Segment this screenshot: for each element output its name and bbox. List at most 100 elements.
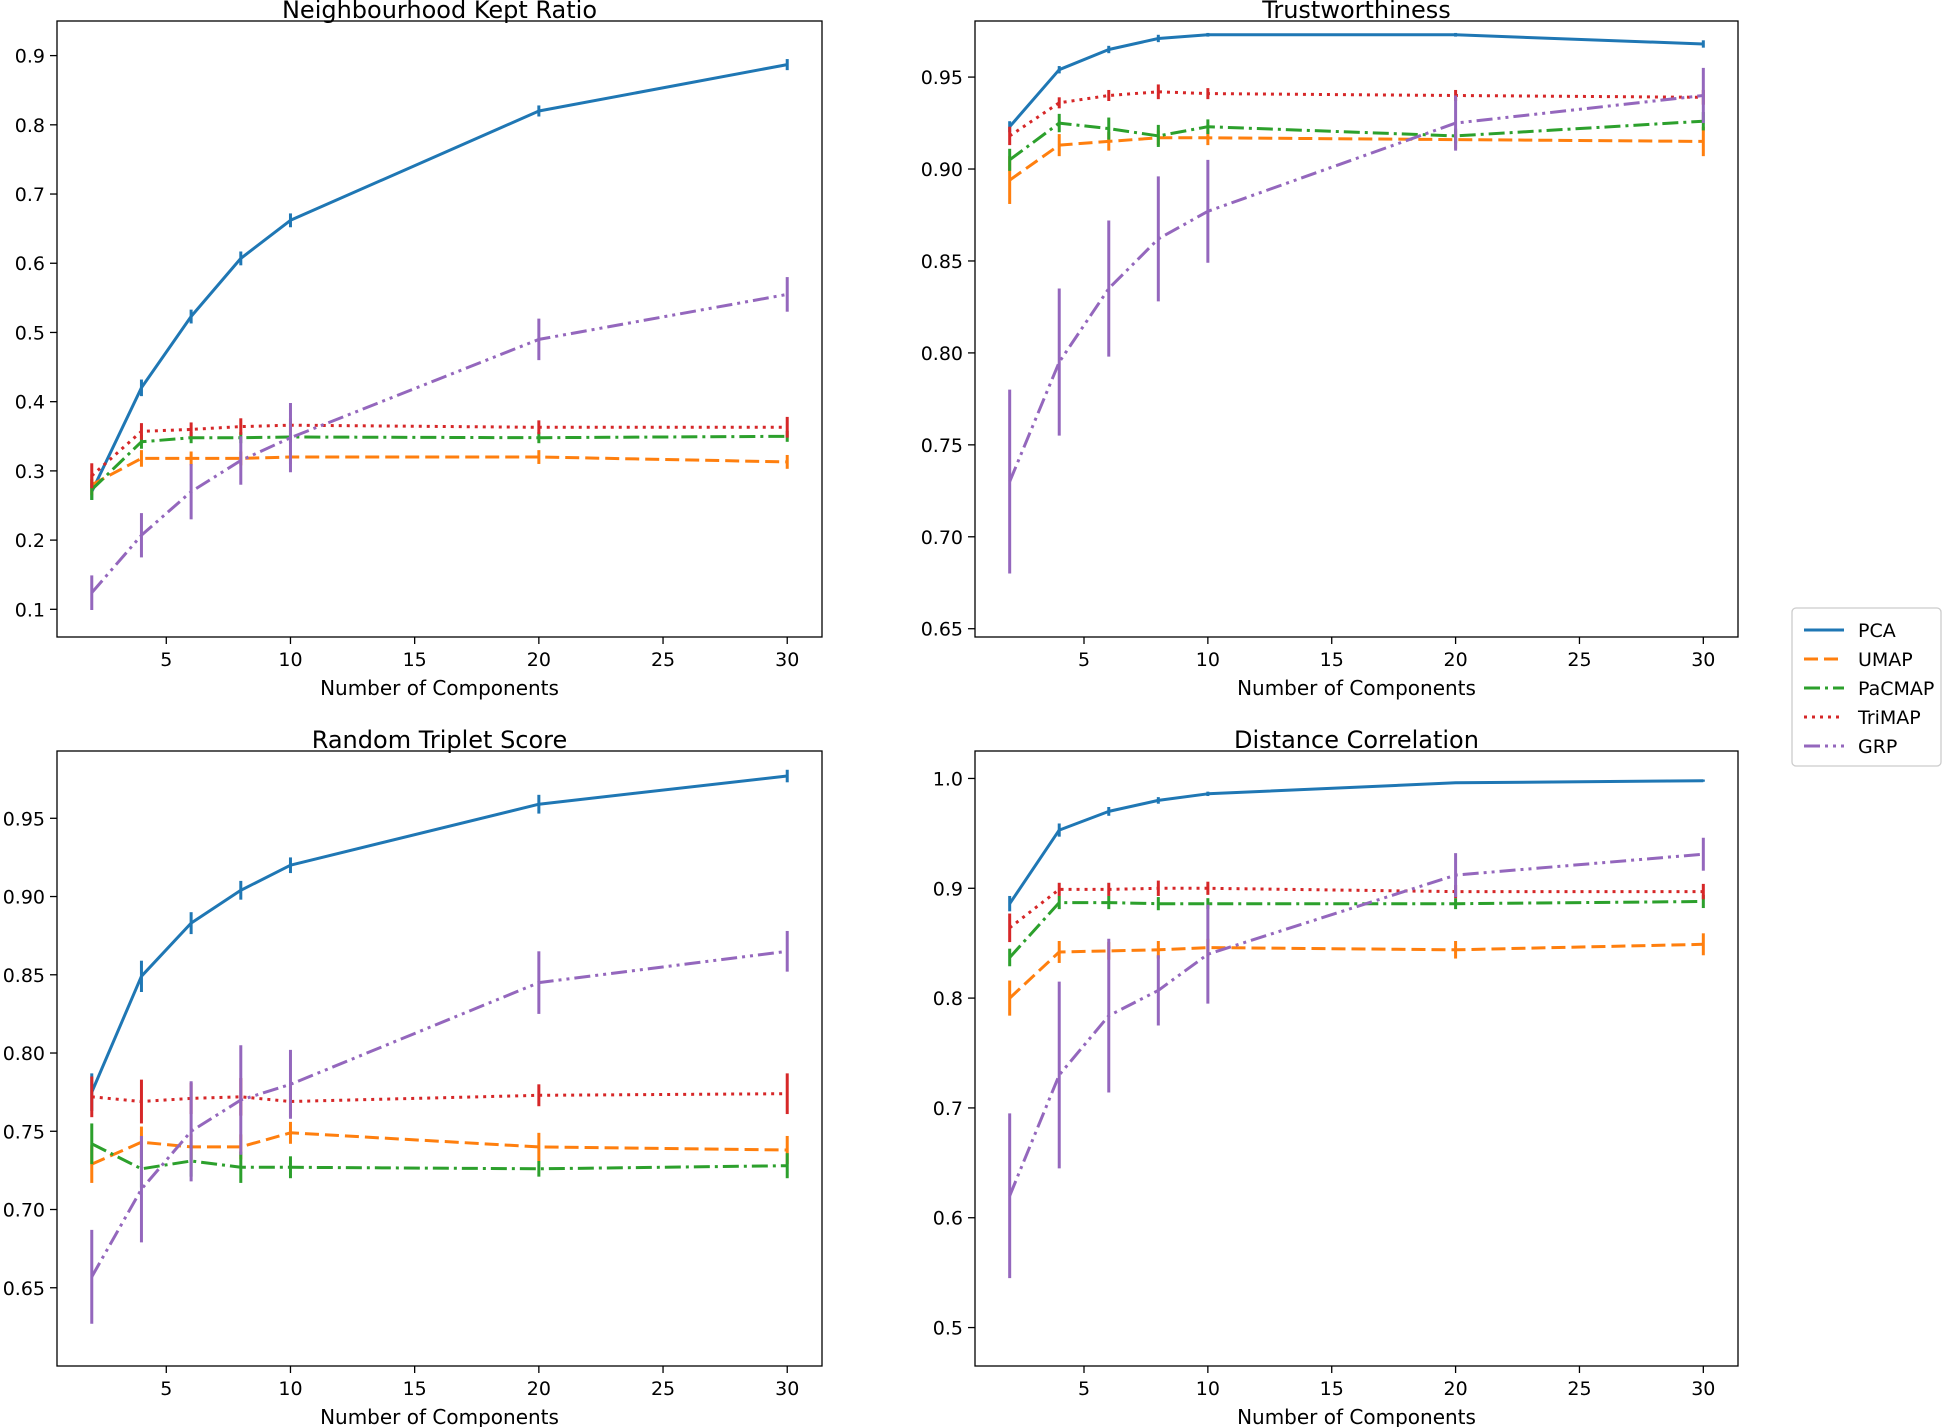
x-tick-label: 25: [651, 1378, 675, 1400]
y-tick-label: 1.0: [933, 768, 963, 790]
series-trimap: [1008, 84, 1705, 146]
series-grp: [90, 277, 789, 611]
y-tick-label: 0.90: [921, 159, 963, 181]
y-tick-label: 0.7: [15, 184, 45, 206]
x-axis-label: Number of Components: [1237, 676, 1476, 700]
x-tick-label: 30: [775, 1378, 799, 1400]
y-tick-label: 0.5: [15, 322, 45, 344]
legend-label: PaCMAP: [1858, 678, 1934, 700]
y-tick-label: 0.70: [921, 527, 963, 549]
x-tick-label: 15: [403, 1378, 427, 1400]
y-tick-label: 0.6: [15, 253, 45, 275]
series-line-umap: [91, 455, 788, 487]
y-tick-label: 0.8: [15, 115, 45, 137]
legend-label: TriMAP: [1857, 707, 1921, 729]
series-umap: [90, 1121, 789, 1183]
chart-distance-correlation: 5 10 15 20 25 30 0.5 0.6 0.7 0.8 0.9 1.0 Distance Co…: [933, 726, 1739, 1427]
x-tick-label: 10: [278, 1378, 302, 1400]
axes-frame: [974, 750, 1739, 1367]
series-line-pca: [1008, 33, 1704, 128]
x-tick-label: 5: [160, 1378, 172, 1400]
x-tick-label: 10: [278, 649, 302, 671]
axes-frame: [974, 20, 1739, 638]
series-grp: [1008, 837, 1705, 1279]
y-tick-label: 0.6: [933, 1208, 963, 1230]
y-tick-label: 0.1: [15, 599, 45, 621]
chart-title: Trustworthiness: [1261, 0, 1451, 24]
series-line-umap: [91, 1131, 788, 1166]
series-pca: [90, 59, 789, 500]
y-tick-label: 0.80: [3, 1043, 45, 1065]
series-umap: [1008, 933, 1705, 1016]
y-tick-label: 0.9: [15, 46, 45, 68]
series-line-pacmap: [90, 434, 788, 491]
x-tick-label: 25: [651, 649, 675, 671]
x-axis-label: Number of Components: [320, 676, 559, 700]
chart-trustworthiness: 5 10 15 20 25 30 0.65 0.70 0.75 0.80 0.85 0.90 0.95 T…: [921, 0, 1739, 700]
series-line-grp: [90, 292, 788, 594]
x-tick-label: 30: [1691, 649, 1715, 671]
chart-title: Distance Correlation: [1234, 726, 1479, 754]
chart-random-triplet-score: 5 10 15 20 25 30 0.65 0.70 0.75 0.80 0.85 0.90 0.95 R…: [3, 726, 823, 1427]
x-tick-label: 30: [775, 649, 799, 671]
legend-label: UMAP: [1858, 649, 1913, 671]
series-line-pca: [1008, 779, 1704, 905]
y-tick-label: 0.95: [921, 67, 963, 89]
axes-frame: [56, 20, 823, 638]
x-tick-label: 5: [1078, 649, 1090, 671]
y-tick-label: 0.75: [921, 435, 963, 457]
y-tick-label: 0.75: [3, 1121, 45, 1143]
x-tick-label: 20: [1443, 649, 1467, 671]
x-tick-label: 20: [527, 649, 551, 671]
x-tick-label: 20: [527, 1378, 551, 1400]
x-tick-label: 15: [1320, 1378, 1344, 1400]
x-tick-label: 15: [403, 649, 427, 671]
y-tick-label: 0.85: [3, 965, 45, 987]
legend-item-pacmap: PaCMAP: [1804, 678, 1934, 700]
series-line-trimap: [90, 423, 788, 477]
series-grp: [90, 930, 789, 1324]
series-umap: [90, 450, 789, 496]
x-tick-label: 25: [1567, 1378, 1591, 1400]
legend-label: GRP: [1858, 736, 1897, 758]
x-tick-label: 15: [1320, 649, 1344, 671]
x-tick-label: 10: [1196, 649, 1220, 671]
x-tick-label: 10: [1196, 1378, 1220, 1400]
y-tick-label: 0.4: [15, 392, 45, 414]
legend: PCA UMAP PaCMAP TriMAP GRP: [1791, 607, 1942, 767]
legend-item-trimap: TriMAP: [1804, 707, 1921, 729]
y-tick-label: 0.3: [15, 461, 45, 483]
x-axis-label: Number of Components: [1237, 1405, 1476, 1427]
x-tick-label: 30: [1691, 1378, 1715, 1400]
y-tick-label: 0.9: [933, 878, 963, 900]
series-pca: [1008, 32, 1705, 133]
series-pca: [1008, 779, 1705, 912]
x-tick-label: 5: [1078, 1378, 1090, 1400]
y-tick-label: 0.95: [3, 808, 45, 830]
series-grp: [1008, 67, 1705, 574]
series-pca: [90, 769, 789, 1111]
x-tick-label: 5: [160, 649, 172, 671]
chart-title: Random Triplet Score: [312, 726, 568, 754]
y-tick-label: 0.70: [3, 1200, 45, 1222]
chart-title: Neighbourhood Kept Ratio: [282, 0, 597, 24]
y-tick-label: 0.85: [921, 251, 963, 273]
series-line-trimap: [1008, 886, 1704, 929]
series-pacmap: [90, 1123, 789, 1188]
chart-neighbourhood-kept-ratio: 5 10 15 20 25 30 0.1 0.2 0.3 0.4 0.5 0.6 0.7 0.8 0.9 Ne…: [15, 0, 823, 700]
legend-item-umap: UMAP: [1804, 649, 1913, 671]
y-tick-label: 0.2: [15, 530, 45, 552]
series-line-grp: [90, 949, 788, 1278]
axes-frame: [56, 750, 823, 1367]
x-tick-label: 25: [1567, 649, 1591, 671]
legend-item-grp: GRP: [1804, 736, 1897, 758]
series-umap: [1008, 126, 1705, 204]
series-line-umap: [1008, 942, 1704, 1000]
y-tick-label: 0.80: [921, 343, 963, 365]
legend-box: [1791, 607, 1942, 767]
series-trimap: [90, 416, 789, 489]
series-line-trimap: [91, 1092, 788, 1103]
x-axis-label: Number of Components: [320, 1405, 559, 1427]
x-tick-label: 20: [1443, 1378, 1467, 1400]
